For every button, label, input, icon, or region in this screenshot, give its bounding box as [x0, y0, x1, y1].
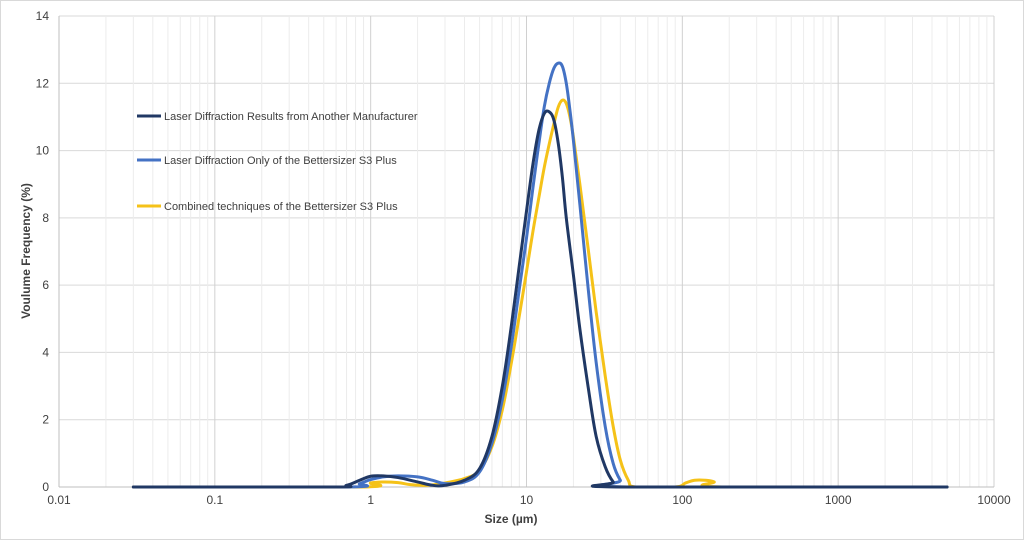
series-line-1 — [131, 109, 949, 489]
legend: Laser Diffraction Results from Another M… — [137, 111, 418, 213]
y-tick-label: 10 — [36, 144, 50, 158]
y-tick-label: 0 — [42, 480, 49, 494]
y-tick-label: 6 — [42, 278, 49, 292]
x-tick-label: 0.1 — [206, 493, 223, 507]
y-tick-label: 12 — [36, 76, 50, 90]
legend-label: Laser Diffraction Results from Another M… — [164, 111, 418, 123]
y-tick-label: 4 — [42, 345, 49, 359]
x-tick-label: 0.01 — [47, 493, 71, 507]
y-tick-label: 2 — [42, 413, 49, 427]
x-tick-label: 1000 — [825, 493, 852, 507]
y-tick-label: 8 — [42, 211, 49, 225]
x-tick-label: 100 — [672, 493, 692, 507]
legend-label: Laser Diffraction Only of the Bettersize… — [164, 155, 397, 167]
x-tick-label: 10 — [520, 493, 534, 507]
series-line-2 — [131, 61, 949, 489]
y-tick-label: 14 — [36, 9, 50, 23]
y-axis-title: Voulume Frequency (%) — [19, 183, 33, 319]
x-tick-label: 1 — [367, 493, 374, 507]
grid — [58, 15, 995, 488]
x-tick-label: 10000 — [977, 493, 1011, 507]
x-axis-title: Size (µm) — [485, 512, 538, 526]
series-lines — [131, 61, 949, 489]
legend-label: Combined techniques of the Bettersizer S… — [164, 201, 398, 213]
